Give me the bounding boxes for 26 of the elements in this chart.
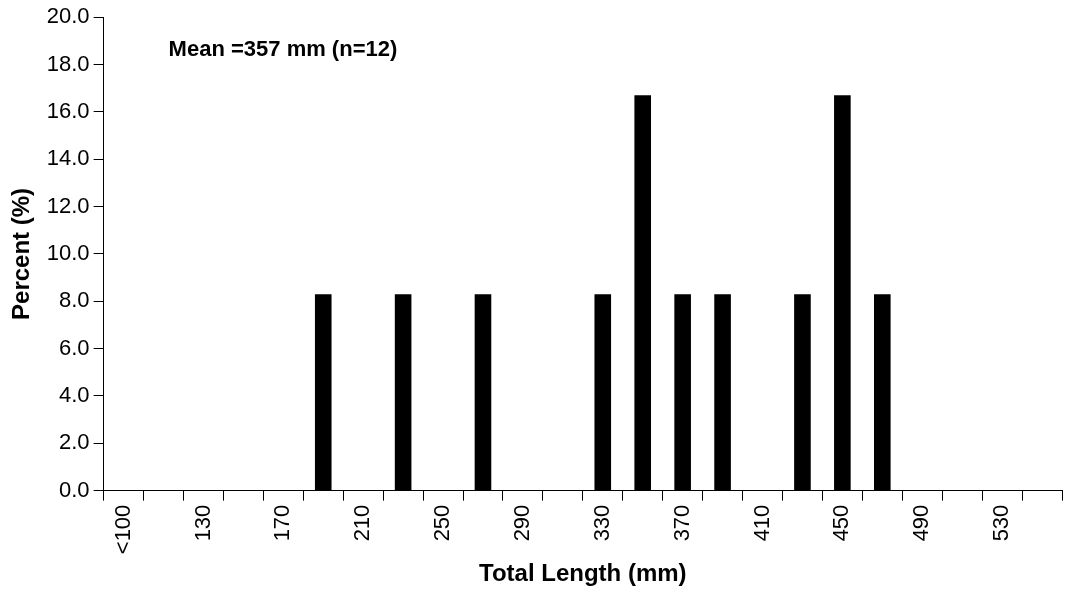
y-tick-label: 8.0 [59, 287, 90, 313]
y-tick-label: 20.0 [46, 3, 90, 29]
y-tick-label: 6.0 [59, 334, 90, 360]
y-tick-label: 0.0 [59, 476, 90, 502]
x-tick-label: 410 [748, 504, 774, 542]
y-tick-label: 4.0 [59, 382, 90, 408]
x-tick-label: 370 [668, 504, 694, 542]
y-tick-label: 18.0 [46, 50, 90, 76]
x-tick-label: 530 [988, 504, 1014, 542]
x-tick-label: 330 [588, 504, 614, 542]
x-tick-label: 210 [349, 504, 375, 542]
x-tick-label: 130 [189, 504, 215, 542]
x-tick-label: 250 [429, 504, 455, 542]
annotation: Mean =357 mm (n=12) [168, 36, 398, 62]
x-tick-label: 290 [508, 504, 534, 542]
x-axis-title: Total Length (mm) [479, 559, 687, 587]
x-tick-label: <100 [109, 504, 135, 555]
y-tick-label: 16.0 [46, 97, 90, 123]
y-tick-label: 12.0 [46, 192, 90, 218]
y-axis-title: Percent (%) [7, 187, 35, 320]
x-tick-label: 170 [269, 504, 295, 542]
x-tick-label: 450 [828, 504, 854, 542]
y-tick-label: 10.0 [46, 239, 90, 265]
y-tick-label: 14.0 [46, 145, 90, 171]
y-tick-label: 2.0 [59, 429, 90, 455]
x-tick-label: 490 [908, 504, 934, 542]
